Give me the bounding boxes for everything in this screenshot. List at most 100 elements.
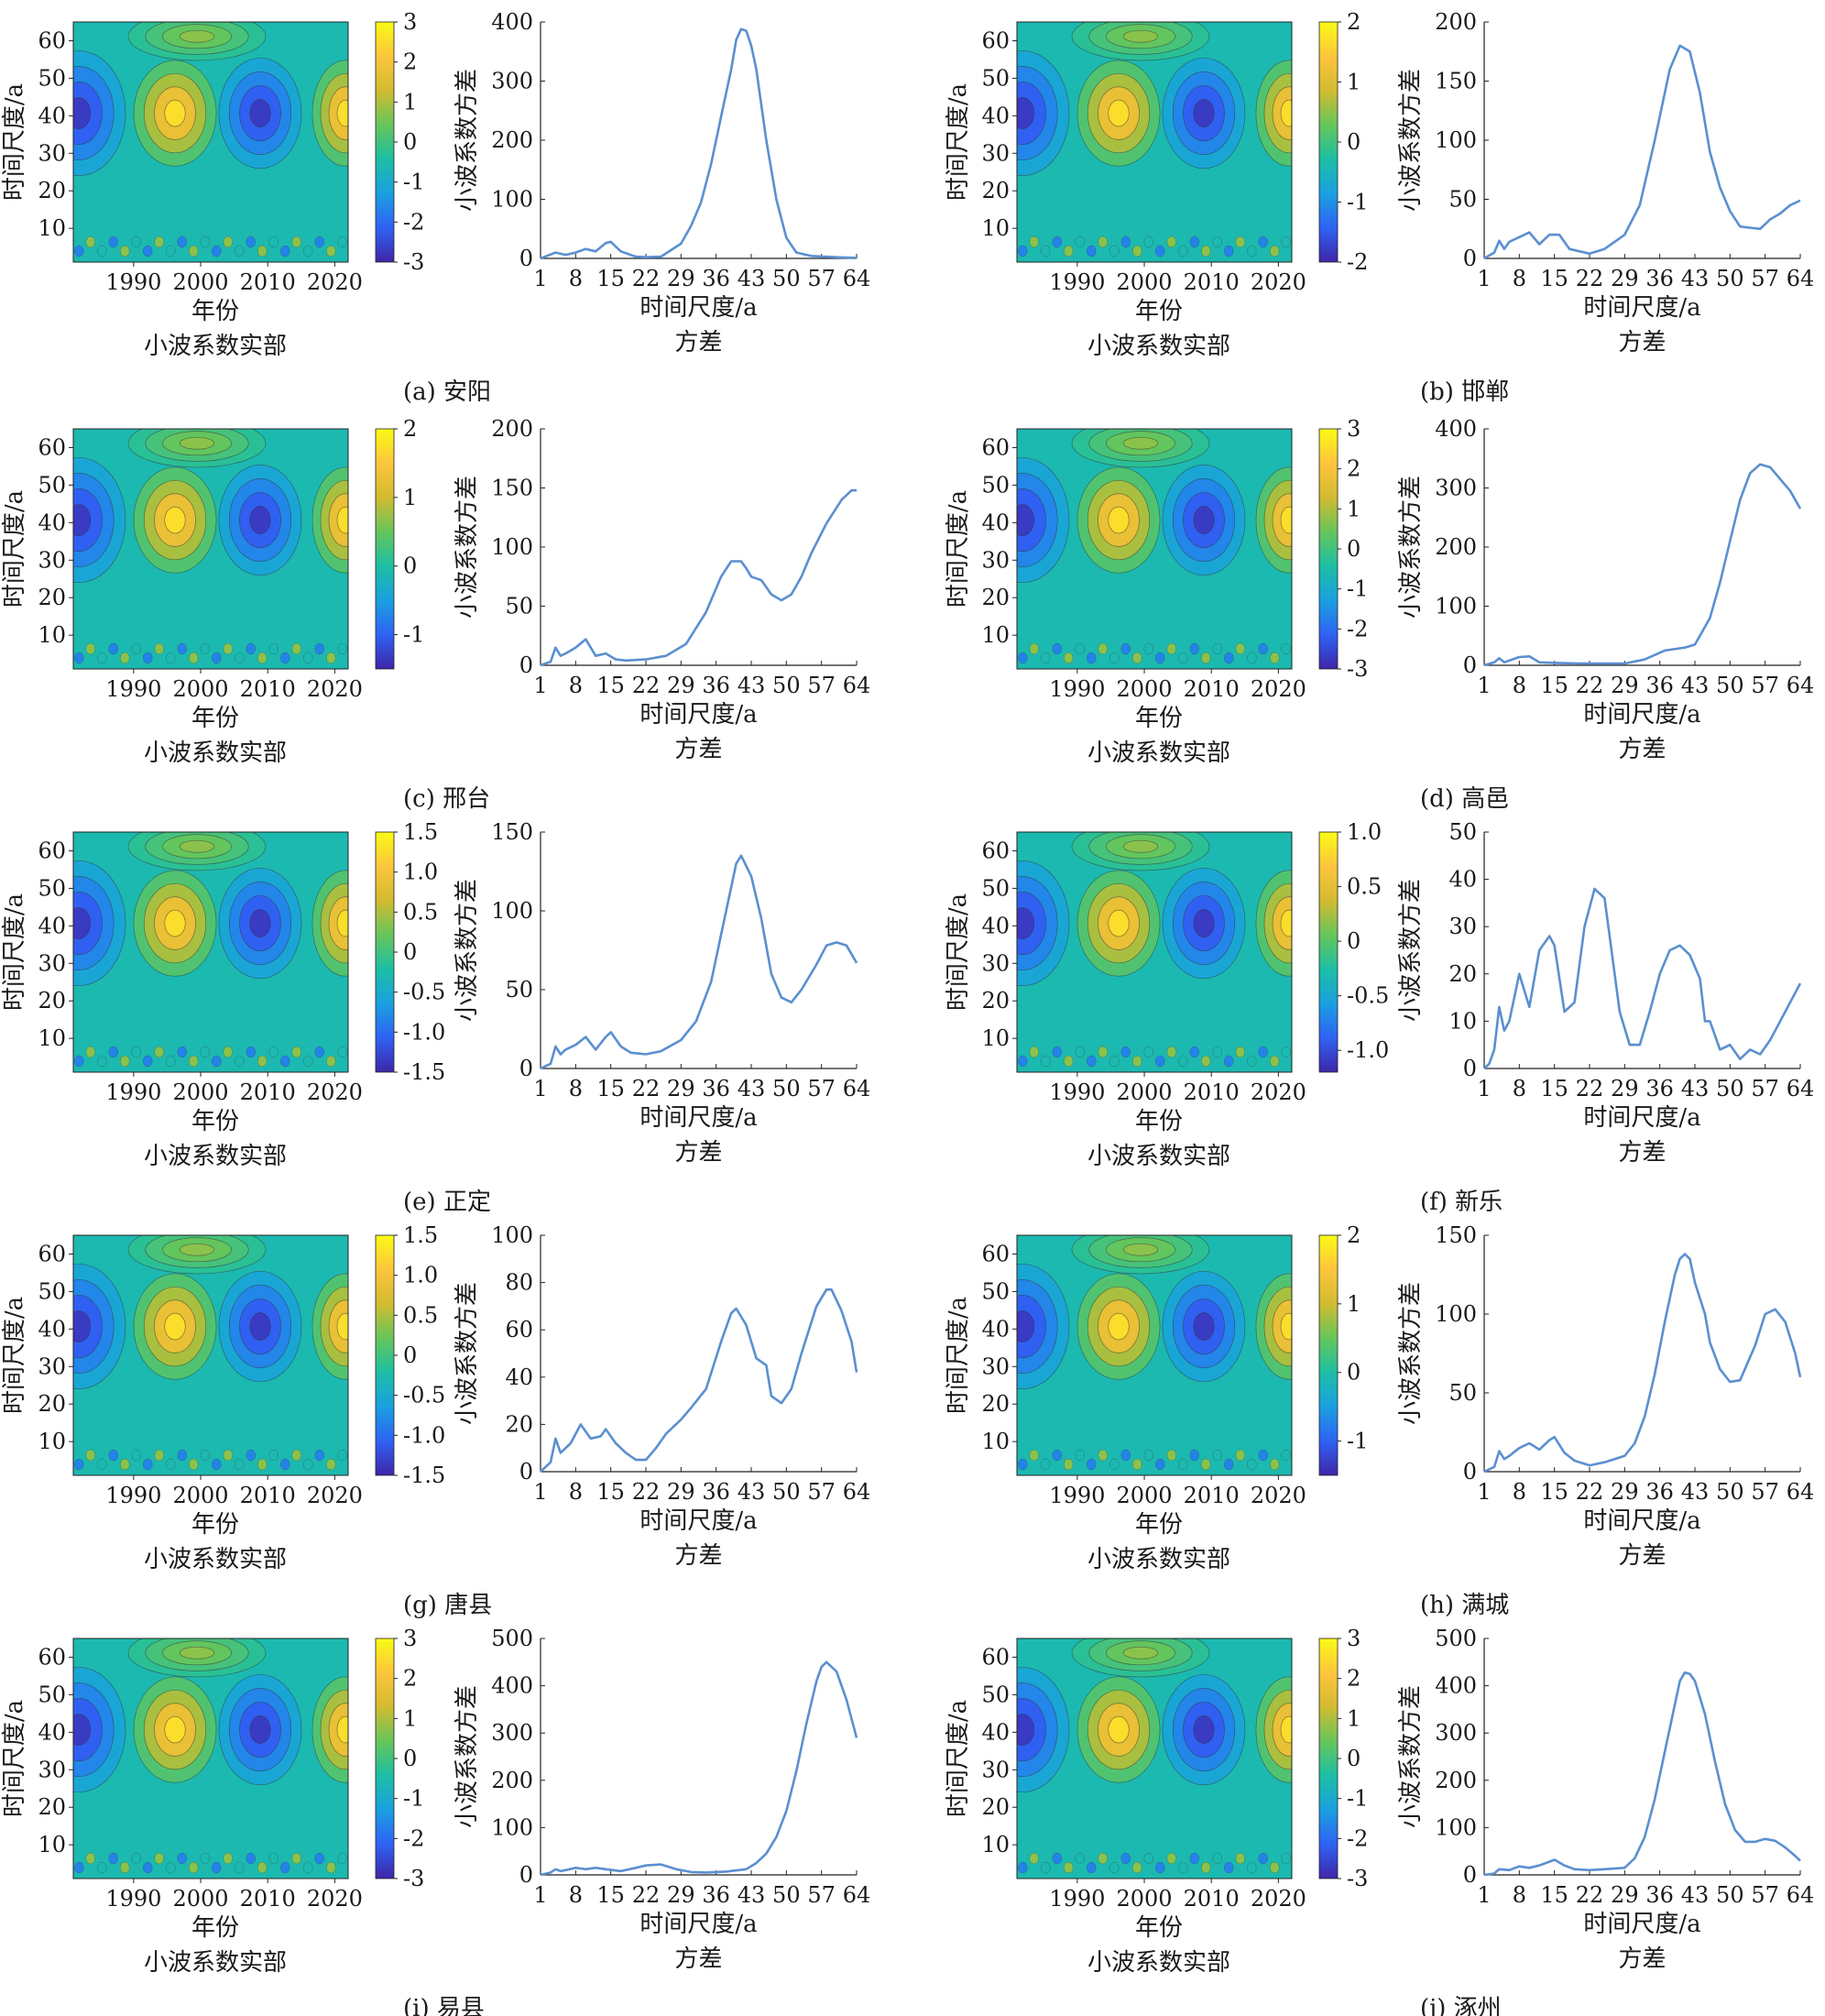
heat-ytick: 50 [38, 875, 66, 901]
variance-ytick: 500 [491, 1626, 533, 1651]
colorbar-tick: -2 [1347, 249, 1368, 275]
panel-j: 1990 2000 2010 2020102030405060时间尺度/a年份小波系数… [945, 1626, 1814, 2016]
variance-xlabel: 时间尺度/a [1583, 1104, 1700, 1132]
panel-b: 1990 2000 2010 2020102030405060时间尺度/a年份小波系数… [945, 9, 1814, 406]
colorbar-tick: 2 [1347, 456, 1361, 482]
variance-xtick: 8 [569, 1076, 583, 1101]
colorbar-tick: -1 [1347, 190, 1368, 215]
variance-xtick: 57 [1751, 266, 1779, 291]
heat-ytick: 60 [38, 1241, 66, 1266]
colorbar-tick: -3 [403, 1866, 424, 1891]
wavelet-heatmap: 1990 2000 2010 2020 10 20 30 40 50 60 时间尺度/a 年份小波系数… [945, 1234, 1306, 1573]
heat-ytick: 30 [38, 950, 66, 976]
variance-ytick: 40 [505, 1364, 533, 1390]
heat-caption: 小波系数实部 [144, 1546, 287, 1573]
heat-ytick: 30 [38, 547, 66, 573]
colorbar-tick: -3 [403, 249, 424, 275]
heat-ytick: 40 [981, 103, 1010, 128]
variance-caption: 方差 [1618, 736, 1666, 763]
subfigure-label: (g) 唐县 [403, 1592, 492, 1619]
variance-series [540, 27, 858, 260]
heat-ytick: 10 [38, 215, 66, 241]
colorbar-tick: 1 [1347, 1705, 1361, 1731]
heat-xtick: 2000 [1116, 1079, 1172, 1105]
heat-xtick: 2020 [307, 1483, 363, 1508]
colorbar-tick: 1.0 [403, 860, 438, 885]
variance-xtick: 29 [667, 1882, 695, 1908]
heat-ylabel: 时间尺度/a [1, 893, 28, 1011]
variance-xtick: 15 [1540, 266, 1568, 291]
variance-ytick: 0 [1463, 652, 1477, 678]
variance-ytick: 400 [491, 1673, 533, 1699]
variance-series [1483, 1671, 1801, 1877]
wavelet-heatmap: 1990 2000 2010 2020 10 20 30 40 50 60 时间尺度/a 年份小波系数… [1, 1638, 363, 1977]
variance-xtick: 29 [1611, 266, 1639, 291]
variance-xtick: 1 [1477, 1882, 1491, 1908]
heatmap-frame [1016, 1638, 1293, 1879]
variance-xtick: 64 [843, 266, 871, 291]
variance-ytick: 200 [1435, 534, 1477, 560]
variance-ytick: 0 [1463, 1056, 1477, 1081]
variance-xtick: 64 [1787, 1479, 1815, 1505]
subfigure-label: (b) 邯郸 [1420, 378, 1509, 406]
heat-ytick: 10 [981, 622, 1010, 648]
variance-xtick: 64 [1787, 1076, 1815, 1101]
wavelet-heatmap: 1990 2000 2010 2020 10 20 30 40 50 60 时间尺度/a 年份小波系数… [1, 1234, 363, 1573]
variance-xtick: 8 [1513, 1076, 1526, 1101]
variance-xtick: 36 [1645, 1882, 1674, 1908]
variance-xtick: 43 [738, 1479, 766, 1505]
colorbar [375, 21, 395, 263]
heat-ytick: 50 [981, 472, 1010, 498]
heat-xlabel: 年份 [191, 298, 239, 325]
colorbar-tick: 1 [403, 89, 417, 115]
colorbar-tick: 1 [1347, 70, 1361, 95]
colorbar-tick: -0.5 [403, 1383, 445, 1408]
variance-xtick: 29 [667, 1076, 695, 1101]
heat-caption: 小波系数实部 [1087, 1143, 1230, 1170]
heat-caption: 小波系数实部 [144, 333, 287, 360]
variance-xtick: 15 [596, 673, 625, 698]
heat-ytick: 60 [38, 1644, 66, 1670]
colorbar-tick: 1 [1347, 496, 1361, 521]
variance-ytick: 100 [491, 898, 533, 924]
heat-xtick: 2000 [172, 1079, 228, 1105]
colorbar-tick: 2 [403, 49, 417, 75]
variance-xlabel: 时间尺度/a [639, 294, 757, 322]
variance-xtick: 50 [772, 1479, 801, 1505]
variance-chart: 0 100 200 300 400 1 8 15 22 29 36 43 50 57 64 小波系数方差时间尺… [454, 9, 870, 356]
variance-caption: 方差 [674, 1945, 722, 1973]
heat-xlabel: 年份 [1135, 1914, 1183, 1942]
heat-ytick: 60 [38, 27, 66, 53]
variance-xtick: 29 [1611, 1076, 1639, 1101]
heat-xtick: 2020 [307, 269, 363, 295]
heatmap-frame [72, 428, 349, 670]
variance-xtick: 36 [702, 1076, 730, 1101]
variance-xtick: 50 [772, 673, 801, 698]
heat-ytick: 50 [38, 1682, 66, 1707]
colorbar-tick: 0 [403, 1746, 417, 1771]
heat-ylabel: 时间尺度/a [945, 490, 972, 608]
heat-ytick: 40 [981, 509, 1010, 535]
colorbar-tick: 0 [1347, 1360, 1361, 1386]
variance-xtick: 43 [738, 673, 766, 698]
variance-xtick: 43 [1681, 266, 1710, 291]
variance-ytick: 150 [1435, 1222, 1477, 1248]
heat-xtick: 2010 [240, 676, 296, 702]
variance-caption: 方差 [1618, 329, 1666, 356]
variance-xtick: 57 [1751, 673, 1779, 698]
variance-xtick: 64 [843, 1479, 871, 1505]
variance-ylabel: 小波系数方差 [1397, 879, 1425, 1022]
variance-xtick: 22 [632, 266, 661, 291]
heat-ytick: 20 [981, 988, 1010, 1013]
variance-ytick: 80 [505, 1270, 533, 1296]
variance-xtick: 22 [1576, 1882, 1604, 1908]
variance-series [1483, 1253, 1802, 1474]
subfigure-label: (i) 易县 [403, 1995, 485, 2016]
variance-ytick: 100 [491, 534, 533, 560]
heatmap-frame [72, 831, 349, 1073]
colorbar-tick: 0.5 [403, 899, 438, 925]
heat-xtick: 2000 [172, 676, 228, 702]
